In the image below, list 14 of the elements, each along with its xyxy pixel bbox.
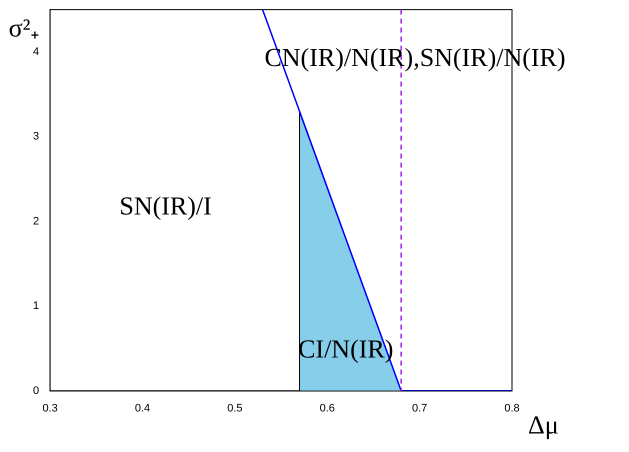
x-tick-label: 0.7 (412, 402, 428, 414)
x-tick-label: 0.3 (42, 402, 58, 414)
x-tick-label: 0.5 (227, 402, 243, 414)
y-tick-label: 1 (32, 300, 40, 312)
x-tick-label: 0.6 (320, 402, 335, 414)
y-axis-title: σ²₊ (8, 13, 40, 42)
annotation: SN(IR)/I (119, 192, 212, 221)
y-tick-label: 2 (32, 215, 40, 228)
x-tick-label: 0.4 (134, 402, 150, 414)
x-tick-label: 0.8 (504, 402, 520, 414)
y-tick-label: 0 (32, 384, 40, 397)
y-tick-label: 3 (32, 130, 40, 143)
x-axis-title: Δμ (528, 410, 559, 440)
y-tick-label: 4 (32, 46, 40, 58)
